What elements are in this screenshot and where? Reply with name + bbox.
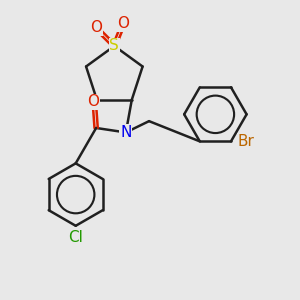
Text: S: S (110, 38, 119, 53)
Text: Br: Br (237, 134, 254, 149)
Text: Cl: Cl (68, 230, 83, 244)
Text: O: O (117, 16, 129, 31)
Text: O: O (87, 94, 99, 109)
Text: O: O (90, 20, 102, 35)
Text: N: N (120, 125, 131, 140)
